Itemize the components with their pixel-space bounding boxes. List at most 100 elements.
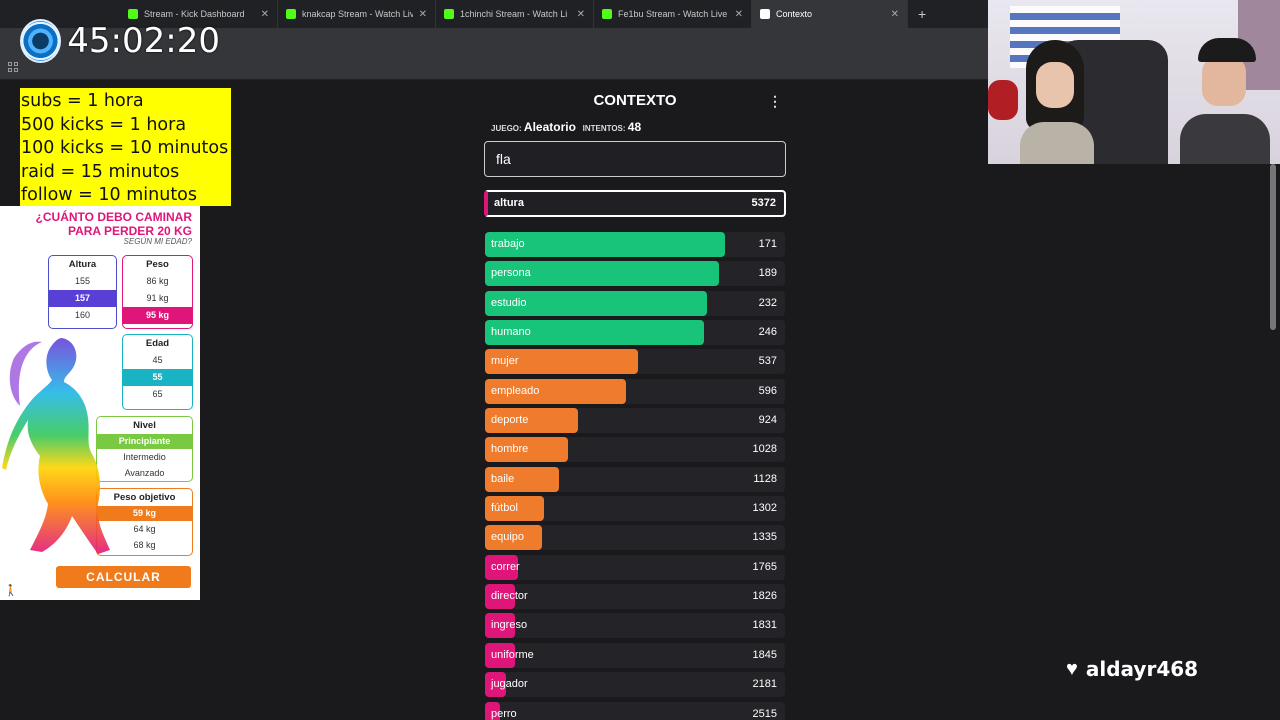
similarity-bar <box>485 584 515 610</box>
guess-row: trabajo 171 <box>485 232 785 257</box>
guess-rank: 596 <box>758 384 777 397</box>
tab-title: Stream - Kick Dashboard <box>144 9 245 19</box>
calcular-button[interactable]: CALCULAR <box>56 566 191 588</box>
peso-option[interactable]: 86 kg <box>146 276 169 286</box>
walking-person-icon: 🚶 <box>4 585 18 597</box>
guess-row: persona 189 <box>485 261 785 287</box>
guess-word: director <box>491 590 528 603</box>
guess-row: fútbol 1302 <box>485 496 785 522</box>
ad-panel[interactable]: ¿CUÁNTO DEBO CAMINAR PARA PERDER 20 KG S… <box>0 206 200 600</box>
card-heading: Edad <box>145 338 170 349</box>
close-icon[interactable]: ✕ <box>576 8 585 20</box>
nivel-card[interactable]: Nivel Principiante Intermedio Avanzado <box>96 416 193 482</box>
guess-row: deporte 924 <box>485 408 785 434</box>
guess-rank: 1765 <box>752 560 777 573</box>
tab-contexto[interactable]: Contexto ✕ <box>752 0 908 28</box>
follower-name: aldayr468 <box>1085 657 1199 681</box>
guess-input[interactable] <box>484 141 786 177</box>
close-icon[interactable]: ✕ <box>260 8 269 20</box>
similarity-bar <box>485 554 518 580</box>
peso-objetivo-card[interactable]: Peso objetivo 59 kg 64 kg 68 kg <box>96 488 193 556</box>
tab-title: 1chinchi Stream - Watch Li <box>460 9 568 19</box>
clock-logo-icon <box>20 19 62 63</box>
juego-value: Aleatorio <box>523 120 576 134</box>
browser-tab-bar: Stream - Kick Dashboard ✕ knakcap Stream… <box>0 0 988 28</box>
nivel-option[interactable]: Intermedio <box>123 452 166 462</box>
close-icon[interactable]: ✕ <box>890 8 899 20</box>
timer-value: 45:02:20 <box>67 21 220 61</box>
guess-rank: 2181 <box>752 678 777 691</box>
guess-row: estudio 232 <box>485 290 785 316</box>
rainbow-body-figure <box>2 338 110 554</box>
guess-row: humano 246 <box>485 320 785 346</box>
peso-option[interactable]: 91 kg <box>146 293 169 303</box>
guess-word: persona <box>491 267 531 280</box>
new-tab-button[interactable]: + <box>918 6 927 22</box>
juego-label: JUEGO: <box>491 124 522 133</box>
objetivo-option-selected[interactable]: 59 kg <box>97 506 192 521</box>
guess-rank: 1826 <box>752 590 777 603</box>
objetivo-option[interactable]: 68 kg <box>133 540 156 550</box>
apps-grid-icon[interactable] <box>8 62 18 72</box>
tab-title: knakcap Stream - Watch Live o <box>302 9 413 19</box>
similarity-bar <box>485 466 559 492</box>
altura-card[interactable]: Altura 155 157 160 <box>48 255 117 329</box>
guess-rank: 1831 <box>752 619 777 632</box>
nivel-option-selected[interactable]: Principiante <box>97 434 192 449</box>
card-heading: Altura <box>68 259 97 270</box>
similarity-bar <box>485 672 506 698</box>
guess-rank: 246 <box>758 326 777 339</box>
tab-1chinchi[interactable]: 1chinchi Stream - Watch Li ✕ <box>436 0 594 28</box>
card-heading: Nivel <box>133 420 156 431</box>
guess-word: mujer <box>491 355 519 368</box>
peso-card[interactable]: Peso 86 kg 91 kg 95 kg <box>122 255 193 329</box>
close-icon[interactable]: ✕ <box>734 8 743 20</box>
guess-word: perro <box>491 707 517 720</box>
guess-rank: 1845 <box>752 648 777 661</box>
similarity-bar <box>485 496 544 522</box>
scrollbar-thumb[interactable] <box>1270 164 1276 330</box>
guess-word: uniforme <box>491 648 534 661</box>
rule-line: subs = 1 hora <box>21 91 144 111</box>
guess-word: humano <box>491 326 531 339</box>
game-meta: JUEGO: Aleatorio INTENTOS: 48 <box>491 120 641 134</box>
edad-option[interactable]: 45 <box>152 355 163 365</box>
kick-favicon-icon <box>286 9 296 19</box>
altura-option[interactable]: 160 <box>74 310 91 320</box>
peso-option-selected[interactable]: 95 kg <box>123 307 192 324</box>
follower-alert: ♥ aldayr468 <box>1066 655 1198 683</box>
guess-list: trabajo 171 persona 189 estudio 232 humano 246 m… <box>485 232 785 720</box>
tab-fe1bu[interactable]: Fe1bu Stream - Watch Live ✕ <box>594 0 752 28</box>
game-title: CONTEXTO <box>593 92 677 109</box>
kick-favicon-icon <box>602 9 612 19</box>
more-options-icon[interactable]: ⋮ <box>768 93 782 109</box>
guess-word: equipo <box>491 531 525 544</box>
guess-rank: 232 <box>758 296 777 309</box>
guess-row: perro 2515 <box>485 701 785 720</box>
tab-knakcap[interactable]: knakcap Stream - Watch Live o ✕ <box>278 0 436 28</box>
close-icon[interactable]: ✕ <box>418 8 427 20</box>
edad-card[interactable]: Edad 45 55 65 <box>122 334 193 410</box>
heart-icon: ♥ <box>1066 657 1078 680</box>
similarity-bar <box>485 232 725 257</box>
stream-timer: 45:02:20 <box>20 18 220 64</box>
guess-word: trabajo <box>491 238 525 250</box>
rule-line: 100 kicks = 10 minutos <box>21 138 229 158</box>
nivel-option[interactable]: Avanzado <box>124 468 165 478</box>
webcam-feed <box>988 0 1280 164</box>
edad-option[interactable]: 65 <box>152 389 163 399</box>
tab-kick-dashboard[interactable]: Stream - Kick Dashboard ✕ <box>120 0 278 28</box>
altura-option-selected[interactable]: 157 <box>49 290 116 307</box>
edad-option-selected[interactable]: 55 <box>123 369 192 386</box>
guess-rank: 189 <box>758 267 777 280</box>
altura-option[interactable]: 155 <box>74 276 91 286</box>
address-bar[interactable] <box>0 28 988 54</box>
guess-word: correr <box>491 560 520 573</box>
guess-row: mujer 537 <box>485 349 785 375</box>
objetivo-option[interactable]: 64 kg <box>133 524 156 534</box>
similarity-bar <box>485 701 500 720</box>
similarity-bar <box>485 642 515 668</box>
last-guess-rank: 5372 <box>751 197 776 209</box>
intentos-label: INTENTOS: <box>582 124 626 133</box>
guess-rank: 1028 <box>752 443 777 456</box>
